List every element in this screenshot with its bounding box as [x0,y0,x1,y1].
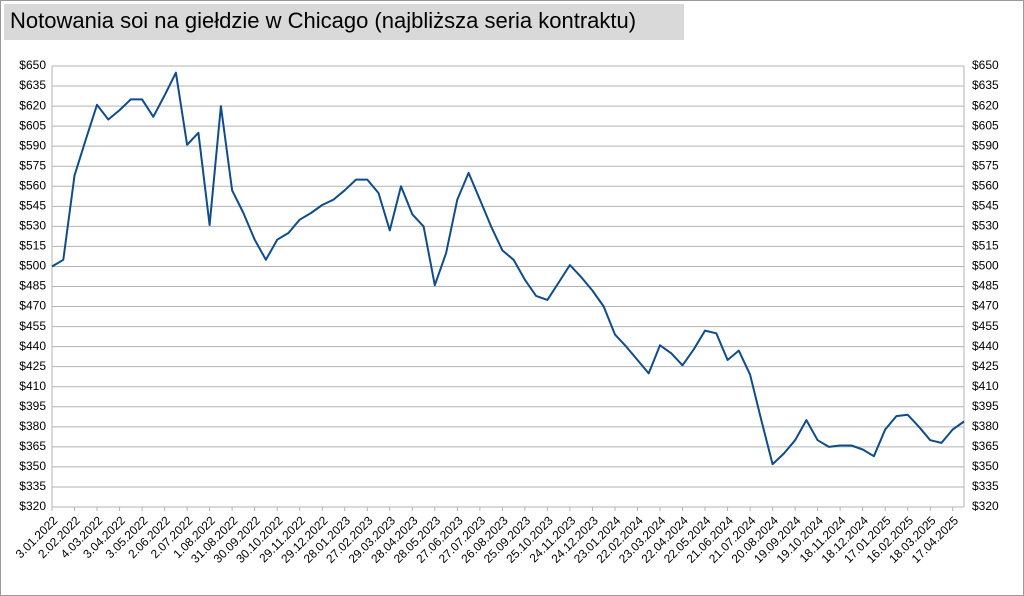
y-tick-label: $605 [19,118,46,132]
y-tick-label: $470 [19,299,46,313]
y-tick-label: $335 [19,479,46,493]
y2-tick-label: $350 [972,459,999,473]
y2-tick-label: $470 [972,299,999,313]
y2-tick-label: $455 [972,319,999,333]
chart-title: Notowania soi na giełdzie w Chicago (naj… [10,8,636,33]
y-tick-label: $575 [19,158,46,172]
y2-tick-label: $560 [972,178,999,192]
y-tick-label: $590 [19,138,46,152]
y-tick-label: $560 [19,178,46,192]
y-tick-label: $395 [19,399,46,413]
y2-tick-label: $590 [972,138,999,152]
y2-tick-label: $575 [972,158,999,172]
y-tick-label: $500 [19,259,46,273]
y-tick-label: $635 [19,78,46,92]
y-tick-label: $650 [19,58,46,72]
y2-tick-label: $485 [972,279,999,293]
y-tick-label: $425 [19,359,46,373]
y-tick-label: $515 [19,239,46,253]
y-tick-label: $455 [19,319,46,333]
y2-tick-label: $335 [972,479,999,493]
y2-tick-label: $320 [972,499,999,513]
y2-tick-label: $620 [972,98,999,112]
y-tick-label: $620 [19,98,46,112]
y-tick-label: $380 [19,419,46,433]
y2-tick-label: $515 [972,239,999,253]
y-tick-label: $440 [19,339,46,353]
y2-tick-label: $530 [972,219,999,233]
price-line [51,71,965,466]
y-tick-label: $320 [19,499,46,513]
y-tick-label: $410 [19,379,46,393]
y2-tick-label: $440 [972,339,999,353]
y-tick-label: $365 [19,439,46,453]
y2-tick-label: $650 [972,58,999,72]
y2-tick-label: $545 [972,198,999,212]
title-box [4,4,684,40]
y-tick-label: $545 [19,198,46,212]
y-tick-label: $530 [19,219,46,233]
y-tick-label: $485 [19,279,46,293]
y2-tick-label: $635 [972,78,999,92]
y2-tick-label: $410 [972,379,999,393]
y2-tick-label: $425 [972,359,999,373]
y2-tick-label: $605 [972,118,999,132]
y2-tick-label: $365 [972,439,999,453]
y2-tick-label: $500 [972,259,999,273]
y-tick-label: $350 [19,459,46,473]
y2-tick-label: $380 [972,419,999,433]
y2-tick-label: $395 [972,399,999,413]
